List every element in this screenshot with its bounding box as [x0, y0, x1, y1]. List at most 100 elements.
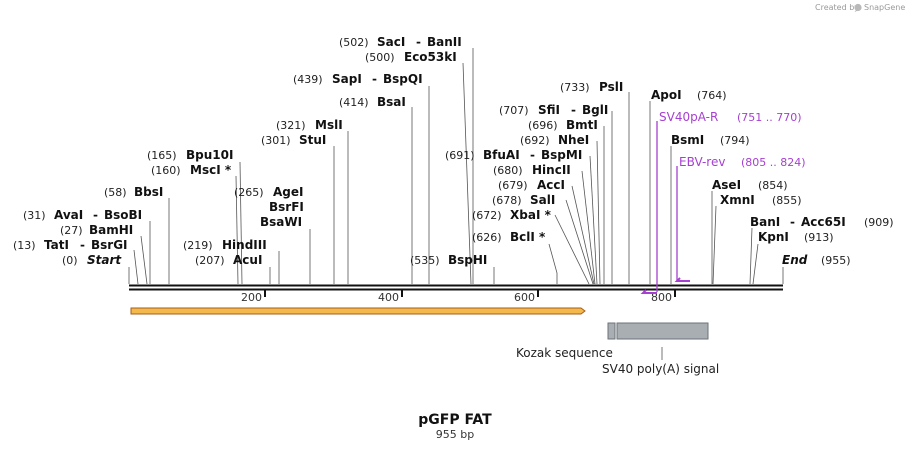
site-name[interactable]: TatI	[44, 238, 69, 252]
site-sep: -	[530, 148, 535, 162]
site-name[interactable]: NheI	[558, 133, 589, 147]
site-msli: (321) MslI	[276, 118, 343, 132]
site-pos: (692)	[520, 134, 550, 147]
sv40-polya-signal-label: SV40 poly(A) signal	[602, 362, 719, 376]
site-pos: (626)	[472, 231, 502, 244]
site-name[interactable]: BspHI	[448, 253, 487, 267]
site-name[interactable]: ApoI	[651, 88, 682, 102]
site-pos: (707)	[499, 104, 529, 117]
site-pos: (733)	[560, 81, 590, 94]
site-pos: (909)	[864, 216, 894, 229]
primer-sv40pa-r[interactable]: SV40pA-R (751 .. 770)	[640, 110, 802, 294]
site-name[interactable]: BmtI	[566, 118, 598, 132]
site-name2[interactable]: BsrGI	[91, 238, 128, 252]
site-name2[interactable]: BspQI	[383, 72, 423, 86]
site-name[interactable]: HincII	[532, 163, 571, 177]
site-bani: BanI - Acc65I (909)	[750, 215, 894, 229]
site-bcli: (626) BclI *	[472, 230, 546, 244]
site-line-nhei	[596, 140, 601, 285]
site-name[interactable]: MslI	[315, 118, 343, 132]
site-line-kpni	[752, 243, 759, 285]
site-name[interactable]: AgeI	[273, 185, 303, 199]
site-name[interactable]: AccI	[537, 178, 565, 192]
primer-arrow-icon	[640, 289, 657, 294]
site-name2[interactable]: BsoBI	[104, 208, 142, 222]
ruler-tick-label-600: 600	[514, 291, 535, 304]
site-pos: (679)	[498, 179, 528, 192]
site-line-bpu10i	[239, 161, 243, 285]
site-name[interactable]: AvaI	[54, 208, 83, 222]
site-name2[interactable]: BspMI	[541, 148, 582, 162]
primer-ebv-rev[interactable]: EBV-rev (805 .. 824)	[674, 155, 806, 282]
site-name[interactable]: BamHI	[89, 223, 133, 237]
site-pos: (500)	[365, 51, 395, 64]
site-name[interactable]: AseI	[712, 178, 741, 192]
site-name[interactable]: BanI	[750, 215, 780, 229]
site-acci: (679) AccI	[498, 178, 565, 192]
site-pos: (165)	[147, 149, 177, 162]
credit-prefix: Created by	[815, 3, 859, 12]
primer-name[interactable]: SV40pA-R	[659, 110, 718, 124]
site-name[interactable]: PslI	[599, 80, 623, 94]
site-name: End	[782, 253, 808, 267]
site-name[interactable]: StuI	[299, 133, 326, 147]
site-name[interactable]: AcuI	[233, 253, 262, 267]
site-pos: (13)	[13, 239, 36, 252]
site-pos: (691)	[445, 149, 475, 162]
site-bsawi: BsaWI	[260, 215, 302, 229]
site-name[interactable]: SfiI	[538, 103, 560, 117]
kozak-sequence-label: Kozak sequence	[516, 346, 613, 360]
site-name2[interactable]: BanII	[427, 35, 462, 49]
site-name[interactable]: BbsI	[134, 185, 163, 199]
cut-site-labels: (0) Start (13) TatI - BsrGI (27) BamHI (…	[13, 35, 894, 267]
site-name[interactable]: BclI *	[510, 230, 546, 244]
site-pos: (160)	[151, 164, 181, 177]
site-bsrfi: BsrFI	[269, 200, 304, 214]
kozak-sequence-box[interactable]	[607, 322, 616, 340]
gfp-orf-arrow[interactable]	[130, 307, 586, 315]
site-bpu10i: (165) Bpu10I	[147, 148, 233, 162]
site-name[interactable]: HindIII	[222, 238, 267, 252]
site-name[interactable]: Bpu10I	[186, 148, 233, 162]
site-bsphi: (535) BspHI	[410, 253, 487, 267]
primer-range: (751 .. 770)	[737, 111, 802, 124]
site-kpni: KpnI (913)	[758, 230, 834, 244]
site-name[interactable]: Eco53kI	[404, 50, 457, 64]
site-sep: -	[416, 35, 421, 49]
site-name[interactable]: XmnI	[720, 193, 755, 207]
site-name[interactable]: BsrFI	[269, 200, 304, 214]
site-name2[interactable]: Acc65I	[801, 215, 846, 229]
sv40-polya-signal-box[interactable]	[616, 322, 709, 340]
plasmid-length: 955 bp	[436, 428, 474, 441]
site-pos: (696)	[528, 119, 558, 132]
site-saci: (502) SacI - BanII	[339, 35, 462, 49]
site-name[interactable]: BfuAI	[483, 148, 520, 162]
features: Kozak sequence SV40 poly(A) signal	[130, 307, 719, 376]
site-name[interactable]: BsaI	[377, 95, 406, 109]
site-line-hincii	[581, 170, 596, 285]
site-pos: (58)	[104, 186, 127, 199]
site-name[interactable]: KpnI	[758, 230, 789, 244]
site-name[interactable]: SacI	[377, 35, 405, 49]
site-bamhi: (27) BamHI	[60, 223, 133, 237]
site-pos: (855)	[772, 194, 802, 207]
site-pos: (265)	[234, 186, 264, 199]
site-line-xbai	[554, 214, 590, 285]
site-name2[interactable]: BglI	[582, 103, 608, 117]
site-name[interactable]: XbaI *	[510, 208, 552, 222]
site-line-msci	[235, 175, 239, 285]
site-name[interactable]: SapI	[332, 72, 362, 86]
site-line-bfuai	[589, 155, 598, 285]
map-title: pGFP FAT 955 bp	[418, 412, 492, 441]
site-name[interactable]: BsmI	[671, 133, 704, 147]
site-hincii: (680) HincII	[493, 163, 571, 177]
site-name[interactable]: SalI	[530, 193, 555, 207]
site-line-bamhi	[140, 235, 148, 285]
site-name[interactable]: MscI *	[190, 163, 232, 177]
primer-name[interactable]: EBV-rev	[679, 155, 725, 169]
site-line-xmni	[712, 205, 717, 285]
site-pos: (219)	[183, 239, 213, 252]
site-name[interactable]: BsaWI	[260, 215, 302, 229]
site-eco53ki: (500) Eco53kI	[365, 50, 457, 64]
site-pos: (764)	[697, 89, 727, 102]
